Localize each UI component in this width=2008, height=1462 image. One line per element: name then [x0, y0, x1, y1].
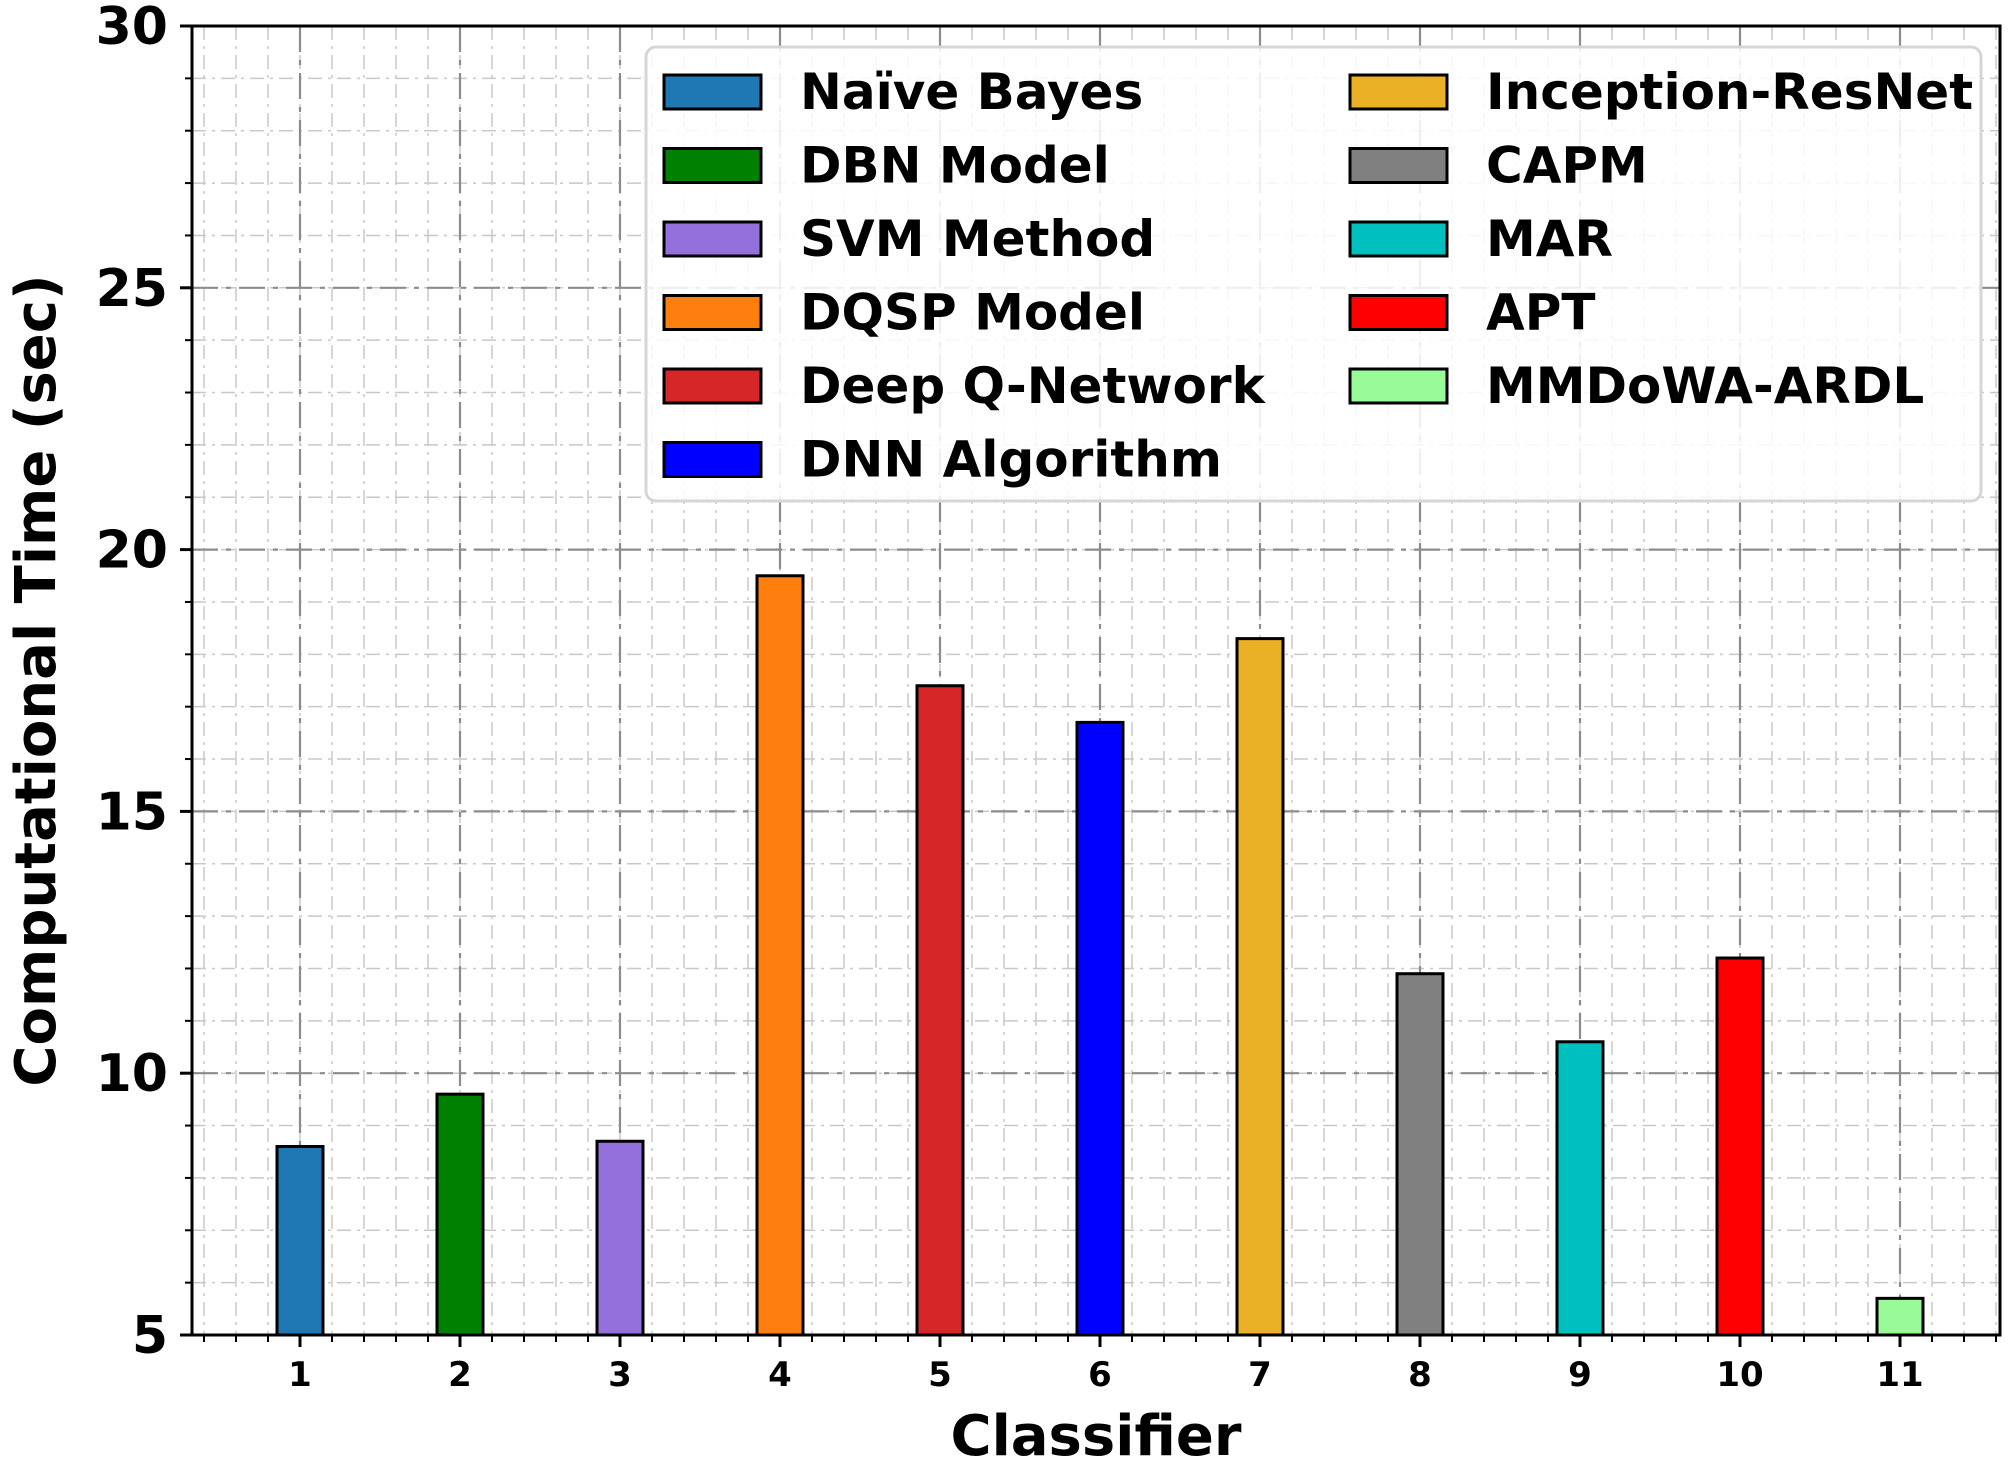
legend-swatch — [1348, 294, 1449, 331]
legend-label: Inception-ResNet — [1486, 63, 1973, 121]
legend-swatch — [662, 441, 763, 478]
x-tick-label: 7 — [1248, 1355, 1272, 1395]
bar-6 — [1075, 720, 1125, 1337]
legend-swatch — [662, 147, 763, 184]
bars — [275, 574, 1925, 1337]
legend-label: APT — [1486, 284, 1595, 342]
x-tick-label: 11 — [1876, 1355, 1923, 1395]
x-tick-label: 6 — [1088, 1355, 1112, 1395]
bar-3 — [595, 1139, 645, 1337]
legend-swatch — [1348, 73, 1449, 111]
y-tick-label: 25 — [96, 259, 168, 319]
bar-8 — [1395, 972, 1445, 1337]
legend: Naïve Bayes DBN Model SVM Method DQSP Model… — [644, 45, 1983, 503]
bar-2 — [435, 1092, 485, 1337]
legend-label: MAR — [1486, 210, 1613, 268]
legend-label: MMDoWA-ARDL — [1486, 357, 1924, 415]
legend-label: Naïve Bayes — [800, 63, 1143, 121]
legend-label: DBN Model — [800, 137, 1110, 195]
legend-label: CAPM — [1486, 137, 1648, 195]
plot-frame — [190, 24, 2002, 1337]
x-tick-label: 1 — [288, 1355, 312, 1395]
legend-swatch — [662, 73, 763, 111]
bar-11 — [1875, 1296, 1925, 1337]
x-tick-label: 9 — [1568, 1355, 1592, 1395]
x-tick-label: 3 — [608, 1355, 632, 1395]
y-tick-label: 30 — [96, 0, 168, 57]
x-tick-label: 4 — [768, 1355, 792, 1395]
bar-5 — [915, 684, 965, 1337]
legend-swatch — [1348, 220, 1449, 258]
x-axis-label: Classifier — [950, 1404, 1241, 1462]
legend-swatch — [662, 367, 763, 405]
y-tick-label: 5 — [132, 1306, 168, 1366]
y-axis-label: Computational Time (sec) — [4, 274, 69, 1086]
bar-9 — [1555, 1040, 1605, 1337]
bar-4 — [755, 574, 805, 1337]
legend-swatch — [662, 294, 763, 331]
legend-swatch — [662, 220, 763, 258]
y-tick-label: 20 — [96, 521, 168, 581]
legend-swatch — [1348, 367, 1449, 405]
ticks: 5 10 15 20 25 30 1 2 3 4 5 6 7 8 9 10 11 — [96, 0, 1997, 1395]
x-tick-label: 8 — [1408, 1355, 1432, 1395]
legend-box — [644, 45, 1983, 503]
x-tick-label: 10 — [1716, 1355, 1763, 1395]
legend-swatch — [1348, 147, 1449, 184]
legend-label: Deep Q-Network — [800, 357, 1267, 415]
legend-label: SVM Method — [800, 210, 1155, 268]
y-tick-label: 15 — [96, 782, 168, 842]
bar-7 — [1235, 637, 1285, 1337]
y-tick-label: 10 — [96, 1044, 168, 1104]
x-tick-label: 5 — [928, 1355, 952, 1395]
x-tick-label: 2 — [448, 1355, 472, 1395]
bar-1 — [275, 1145, 325, 1337]
bar-10 — [1715, 956, 1765, 1337]
legend-label: DQSP Model — [800, 284, 1145, 342]
legend-label: DNN Algorithm — [800, 431, 1222, 489]
